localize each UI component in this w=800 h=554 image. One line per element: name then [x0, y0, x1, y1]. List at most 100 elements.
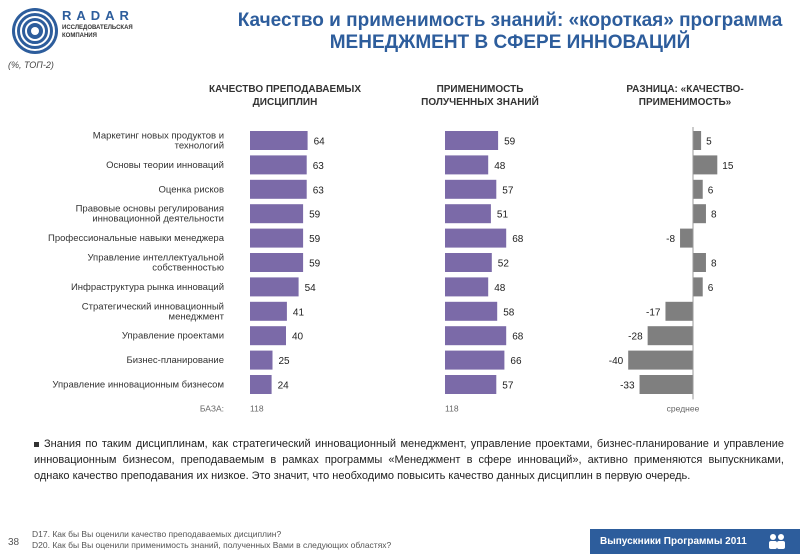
difference-value: 5 [706, 137, 712, 148]
page-number: 38 [8, 537, 20, 548]
quality-value: 41 [293, 307, 305, 318]
quality-value: 40 [292, 332, 304, 343]
quality-value: 25 [279, 356, 291, 367]
category-label: Основы теории инноваций [106, 160, 224, 171]
category-label: Управление проектами [122, 331, 224, 342]
quality-value: 59 [309, 210, 321, 221]
applicability-value: 57 [502, 185, 514, 196]
category-label-line: Стратегический инновационный [82, 301, 224, 312]
difference-value: 15 [722, 161, 734, 172]
category-label: Управление инновационным бизнесом [52, 380, 224, 391]
difference-value: -40 [609, 356, 624, 367]
quality-bar [250, 131, 308, 150]
units-note: (%, ТОП-2) [8, 60, 54, 70]
difference-bar [693, 277, 703, 297]
applicability-value: 52 [498, 259, 510, 270]
applicability-bar [445, 253, 492, 272]
applicability-bar [445, 375, 497, 394]
applicability-bar [445, 277, 489, 297]
quality-bar [250, 155, 307, 175]
question-d20: D20. Как бы Вы оценили применимость знан… [32, 540, 392, 550]
difference-bar [628, 350, 693, 370]
quality-bar [250, 277, 299, 297]
quality-value: 24 [278, 381, 290, 392]
applicability-bar [445, 131, 499, 150]
category-label-line: Бизнес-планирование [127, 355, 225, 366]
quality-bar [250, 375, 272, 394]
category-label: Профессиональные навыки менеджера [48, 233, 225, 244]
category-label: Маркетинг новых продуктов и технологий [93, 131, 224, 152]
category-label-line: Управление инновационным бизнесом [52, 380, 224, 391]
header-difference: РАЗНИЦА: «КАЧЕСТВО-ПРИМЕНИМОСТЬ» [626, 84, 744, 108]
header-quality: КАЧЕСТВО ПРЕПОДАВАЕМЫХ ДИСЦИПЛИН [209, 84, 361, 108]
quality-value: 63 [313, 185, 325, 196]
header-applicability: ПРИМЕНИМОСТЬ ПОЛУЧЕННЫХ ЗНАНИЙ [421, 84, 539, 108]
category-label-line: собственностью [152, 263, 224, 274]
brand-name: RADAR [62, 8, 134, 23]
category-label-line: Управление интеллектуальной [87, 253, 224, 264]
applicability-bar [445, 350, 505, 370]
category-label: Инфраструктура рынка инноваций [71, 282, 224, 293]
difference-value: 8 [711, 259, 717, 270]
quality-bar [250, 326, 286, 346]
people-icon [769, 534, 785, 549]
category-label: Оценка рисков [159, 184, 224, 195]
category-label-line: Инфраструктура рынка инноваций [71, 282, 224, 293]
average-label: среднее [667, 403, 700, 413]
difference-value: 8 [711, 210, 717, 221]
applicability-value: 58 [503, 307, 515, 318]
category-label: Бизнес-планирование [127, 355, 225, 366]
applicability-value: 66 [510, 356, 522, 367]
category-label-line: технологий [175, 141, 224, 152]
question-d17: D17. Как бы Вы оценили качество преподав… [32, 529, 282, 539]
difference-value: -28 [628, 332, 643, 343]
applicability-value: 68 [512, 332, 524, 343]
quality-bar [250, 253, 304, 272]
difference-value: -17 [646, 307, 661, 318]
difference-value: -8 [666, 234, 675, 245]
base-label: БАЗА: [200, 403, 224, 413]
difference-bar [665, 301, 693, 321]
difference-value: -33 [620, 381, 635, 392]
applicability-value: 51 [497, 210, 509, 221]
applicability-value: 48 [494, 161, 506, 172]
conclusion-text: Знания по таким дисциплинам, как стратег… [34, 436, 784, 484]
category-label-line: Управление проектами [122, 331, 224, 342]
applicability-value: 57 [502, 381, 514, 392]
quality-value: 64 [314, 137, 326, 148]
bar-charts: Маркетинг новых продуктов и технологий 64 5… [48, 127, 734, 413]
footer-label: Выпускники Программы 2011 [600, 536, 747, 547]
category-label-line: менеджмент [169, 311, 225, 322]
applicability-bar [445, 204, 491, 224]
category-label: Стратегический инновационный менеджмент [82, 301, 225, 322]
category-label-line: Основы теории инноваций [106, 160, 224, 171]
category-label: Управление интеллектуальной собственность… [87, 253, 224, 274]
applicability-bar [445, 326, 507, 346]
quality-bar [250, 228, 304, 248]
applicability-value: 59 [504, 137, 516, 148]
applicability-bar [445, 301, 498, 321]
applicability-bar [445, 228, 507, 248]
difference-bar [639, 375, 693, 394]
bullet-marker [34, 441, 39, 447]
radar-logo [12, 8, 58, 54]
quality-value: 54 [305, 283, 317, 294]
category-label-line: Профессиональные навыки менеджера [48, 233, 225, 244]
category-label-line: инновационной деятельности [92, 214, 224, 225]
quality-value: 59 [309, 234, 321, 245]
category-label-line: Правовые основы регулирования [76, 204, 224, 215]
quality-value: 63 [313, 161, 325, 172]
difference-bar [680, 228, 693, 248]
applicability-value: 68 [512, 234, 524, 245]
difference-value: 6 [708, 185, 714, 196]
base-quality: 118 [250, 403, 264, 413]
difference-bar [693, 253, 706, 272]
category-label-line: Маркетинг новых продуктов и [93, 131, 224, 142]
applicability-bar [445, 179, 497, 199]
quality-bar [250, 179, 307, 199]
difference-bar [693, 204, 706, 224]
quality-bar [250, 301, 287, 321]
difference-bar [693, 179, 703, 199]
difference-bar [647, 326, 693, 346]
footer-bar [590, 529, 800, 554]
